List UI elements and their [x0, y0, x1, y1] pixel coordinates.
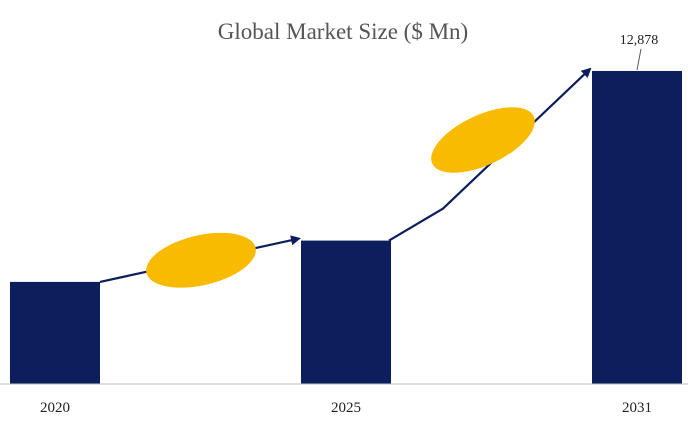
data-label-2031: 12,878	[620, 33, 659, 48]
x-tick-label-2020: 2020	[40, 400, 70, 416]
growth-badge	[431, 107, 535, 173]
chart-title: Global Market Size ($ Mn)	[218, 19, 468, 44]
data-label-leader	[636, 48, 642, 71]
bar-2031	[592, 70, 682, 384]
growth-badge	[146, 232, 256, 288]
x-tick-label-2025: 2025	[331, 400, 361, 416]
x-tick-label-2031: 2031	[622, 400, 652, 416]
bar-2025	[301, 240, 391, 384]
bar-2020	[10, 281, 100, 384]
growth-arrow	[388, 67, 592, 242]
